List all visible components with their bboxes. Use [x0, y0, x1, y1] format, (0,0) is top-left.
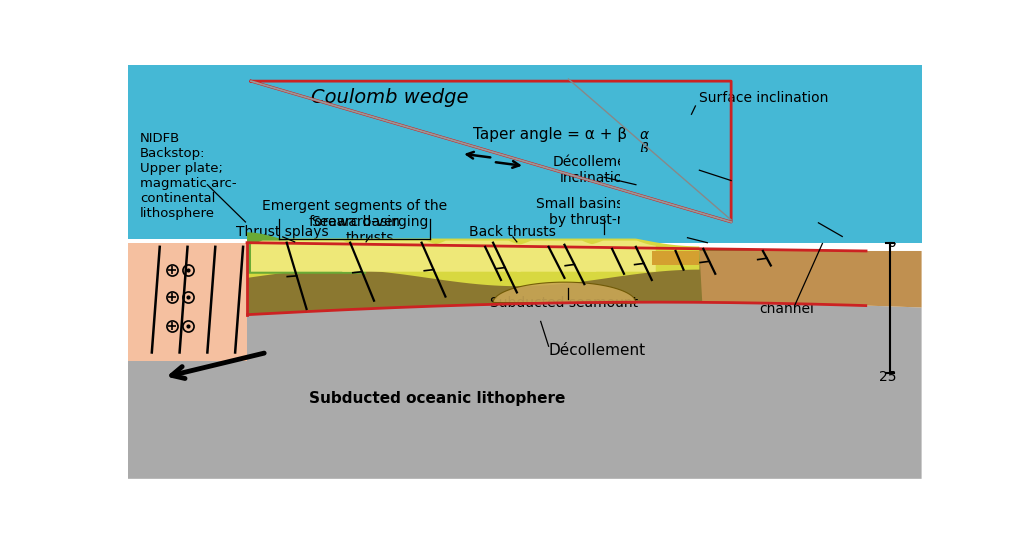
- Text: NIDFB
Backstop:
Upper plate;
magmatic arc-
continental
lithosphere: NIDFB Backstop: Upper plate; magmatic ar…: [140, 132, 237, 221]
- Text: 0: 0: [888, 236, 896, 250]
- Polygon shape: [247, 232, 367, 274]
- Text: Frontal wedge: Frontal wedge: [635, 225, 732, 239]
- Text: Trench-trough: Trench-trough: [766, 209, 862, 223]
- Polygon shape: [585, 240, 655, 272]
- Polygon shape: [247, 238, 699, 286]
- Text: km: km: [872, 228, 894, 242]
- Polygon shape: [128, 65, 922, 238]
- Text: α: α: [639, 128, 648, 142]
- Polygon shape: [652, 251, 699, 265]
- Text: Thrust splays: Thrust splays: [237, 225, 329, 239]
- Polygon shape: [604, 65, 922, 243]
- Polygon shape: [342, 240, 437, 272]
- Text: Décollement: Décollement: [549, 343, 646, 358]
- Text: Subducted oceanic lithophere: Subducted oceanic lithophere: [309, 391, 565, 406]
- Polygon shape: [699, 251, 922, 308]
- Polygon shape: [620, 152, 922, 243]
- Text: Seaward-verging
thrusts: Seaward-verging thrusts: [311, 215, 429, 245]
- Polygon shape: [247, 243, 866, 315]
- Polygon shape: [251, 240, 354, 272]
- Text: Taper angle = α + β: Taper angle = α + β: [473, 128, 628, 143]
- Text: 25: 25: [879, 370, 896, 384]
- Polygon shape: [128, 65, 922, 243]
- Text: Frontal taper: Frontal taper: [699, 157, 788, 171]
- Text: β: β: [639, 143, 648, 157]
- Polygon shape: [433, 240, 521, 272]
- Polygon shape: [128, 243, 247, 361]
- Text: Surface inclination: Surface inclination: [699, 91, 828, 105]
- Polygon shape: [494, 282, 636, 303]
- Text: Submarine
channel: Submarine channel: [749, 286, 824, 316]
- Text: Décollement
inclination: Décollement inclination: [552, 155, 640, 185]
- Text: Back thrusts: Back thrusts: [469, 225, 556, 239]
- Text: Small basins bound
by thrust-ridges: Small basins bound by thrust-ridges: [537, 196, 672, 226]
- Text: Emergent segments of the
forearc basin: Emergent segments of the forearc basin: [261, 199, 446, 229]
- Polygon shape: [517, 240, 596, 272]
- Text: Coulomb wedge: Coulomb wedge: [311, 88, 469, 107]
- Text: Subducted seamount: Subducted seamount: [490, 296, 639, 310]
- Polygon shape: [128, 302, 922, 479]
